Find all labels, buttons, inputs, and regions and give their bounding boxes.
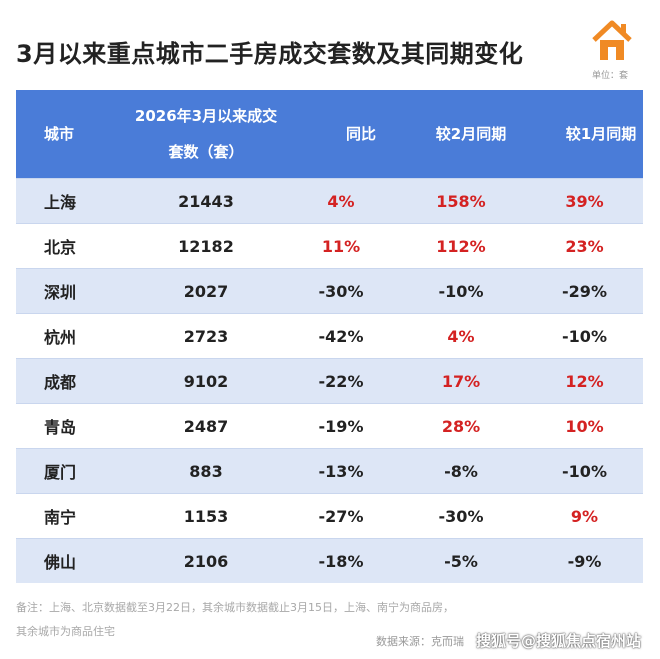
title: 3月以来重点城市二手房成交套数及其同期变化 (16, 40, 524, 68)
value-cell: -10% (526, 313, 643, 359)
value-cell: -10% (396, 268, 526, 314)
header-text: 较1月同期 (565, 125, 637, 143)
column-header: 2026年3月以来成交套数（套） (126, 90, 286, 179)
value-cell: -19% (286, 403, 396, 449)
table-row: 南宁 1153 -27% -30% 9% (16, 493, 643, 539)
value-cell: 158% (396, 178, 526, 224)
value-cell: -5% (396, 538, 526, 583)
unit: 单位：套 (592, 71, 629, 81)
value-cell: -30% (396, 493, 526, 539)
header-text: 较2月同期 (435, 125, 507, 143)
value-cell: -18% (286, 538, 396, 583)
city-cell: 上海 (16, 178, 126, 224)
value-cell: 39% (526, 178, 643, 224)
value-cell: -9% (526, 538, 643, 583)
value-cell: 4% (396, 313, 526, 359)
value-cell: -13% (286, 448, 396, 494)
value-cell: 883 (126, 448, 286, 494)
value-cell: 1153 (126, 493, 286, 539)
value-cell: 17% (396, 358, 526, 404)
value-cell: -8% (396, 448, 526, 494)
table-body: 上海 21443 4% 158% 39% 北京 12182 11% 112% 23% 深圳 2027-… (16, 178, 643, 583)
value-cell: -10% (526, 448, 643, 494)
city-cell: 杭州 (16, 313, 126, 359)
city-cell: 青岛 (16, 403, 126, 449)
column-header: 较1月同期 (526, 90, 643, 179)
value-cell: 2723 (126, 313, 286, 359)
value-cell: -27% (286, 493, 396, 539)
value-cell: 4% (286, 178, 396, 224)
value-cell: -29% (526, 268, 643, 314)
column-header: 城市 (16, 90, 126, 179)
value-cell: 9102 (126, 358, 286, 404)
header-text: 城市 (44, 125, 75, 143)
table-row: 北京 12182 11% 112% 23% (16, 223, 643, 269)
data-table: 城市 2026年3月以来成交套数（套） 同比 较2月同期 较1月同期 上海 21443 4%… (16, 90, 643, 583)
table-row: 成都 9102 -22% 17% 12% (16, 358, 643, 404)
value-cell: 21443 (126, 178, 286, 224)
table-row: 厦门 883 -13% -8% -10% (16, 448, 643, 494)
city-cell: 成都 (16, 358, 126, 404)
value-cell: -42% (286, 313, 396, 359)
value-cell: 2027 (126, 268, 286, 314)
value-cell: 23% (526, 223, 643, 269)
table-row: 上海 21443 4% 158% 39% (16, 178, 643, 224)
value-cell: 11% (286, 223, 396, 269)
city-cell: 南宁 (16, 493, 126, 539)
table-row: 深圳 2027 -30% -10% -29% (16, 268, 643, 314)
value-cell: 12% (526, 358, 643, 404)
house-icon (592, 20, 632, 60)
table-row: 青岛 2487 -19% 28% 10% (16, 403, 643, 449)
column-header: 较2月同期 (396, 90, 526, 179)
value-cell: 12182 (126, 223, 286, 269)
city-cell: 深圳 (16, 268, 126, 314)
value-cell: -22% (286, 358, 396, 404)
source: 数据来源：克而瑞 (376, 635, 464, 648)
value-cell: 28% (396, 403, 526, 449)
value-cell: 9% (526, 493, 643, 539)
value-cell: 2487 (126, 403, 286, 449)
value-cell: 112% (396, 223, 526, 269)
table-row: 杭州 2723 -42% 4% -10% (16, 313, 643, 359)
header-text: 2026年3月以来成交套数（套） (134, 107, 278, 161)
city-cell: 北京 (16, 223, 126, 269)
city-cell: 厦门 (16, 448, 126, 494)
column-header: 同比 (286, 90, 396, 179)
header-row: 城市 2026年3月以来成交套数（套） 同比 较2月同期 较1月同期 (16, 90, 643, 179)
header-text: 同比 (345, 125, 376, 143)
value-cell: 2106 (126, 538, 286, 583)
value-cell: -30% (286, 268, 396, 314)
note: 备注：上海、北京数据截至3月22日，其余城市数据截止3月15日，上海、南宁为商品… (16, 601, 454, 638)
city-cell: 佛山 (16, 538, 126, 583)
watermark: 搜狐号@搜狐焦点宿州站 (476, 632, 642, 650)
value-cell: 10% (526, 403, 643, 449)
table-row: 佛山 2106 -18% -5% -9% (16, 538, 643, 583)
